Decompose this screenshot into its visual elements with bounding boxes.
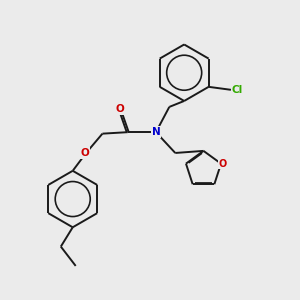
Text: O: O [81, 148, 90, 158]
Text: Cl: Cl [232, 85, 243, 95]
Text: O: O [116, 104, 125, 114]
Text: N: N [152, 127, 160, 137]
Text: O: O [219, 159, 227, 169]
